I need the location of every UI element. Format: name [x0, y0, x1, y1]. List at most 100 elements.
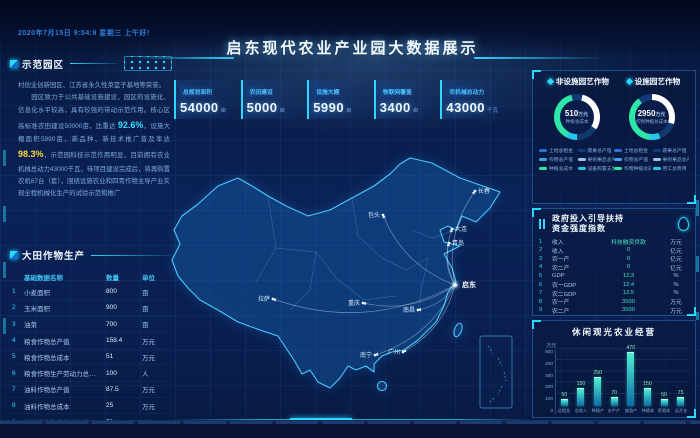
stat-value: 43000 — [446, 100, 486, 115]
flight-line — [382, 214, 456, 286]
legend-label: 蔬果总产值 — [662, 149, 687, 154]
panel-field-crops: 大田作物生产 基础数据名称 数量 单位 1 小麦面积 800 亩 2 玉米面积 900 亩 3 油… — [10, 248, 172, 432]
legend-swatch — [577, 167, 586, 170]
city-dot — [401, 350, 405, 354]
bar-value-label: 75 — [677, 389, 684, 396]
stat-unit: 亩 — [346, 108, 352, 114]
stat-value-row: 54000 亩 — [180, 99, 236, 117]
divider — [70, 63, 118, 64]
legend-swatch — [577, 158, 586, 161]
title-line-left — [138, 57, 234, 59]
table-row: 6 农一GDP 12.4% — [539, 280, 689, 290]
field-table-body: 1 小麦面积 800 亩 2 玉米面积 900 亩 3 油菜 700 亩 4 粮食作物总产值 158.4 万元… — [10, 284, 172, 431]
legend-label: 设备购置支出 — [587, 167, 615, 172]
row-unit: 万元 — [670, 308, 682, 315]
row-index: 6 — [12, 369, 16, 377]
flight-line — [374, 284, 456, 356]
stat-unit: 亩 — [220, 108, 227, 114]
bar — [660, 399, 668, 406]
legend-item: 果树果品总产值 — [652, 156, 690, 163]
row-value: 12.5 — [622, 290, 635, 297]
bar-value-label: 470 — [626, 345, 636, 352]
row-name: 粮食作物生产劳动力总… — [24, 371, 96, 379]
stat-unit: 千瓦 — [487, 108, 499, 114]
tick-label: 0 — [550, 408, 553, 414]
row-name: 粮食作物总成本 — [24, 354, 70, 362]
row-value: 0 — [626, 255, 631, 262]
legend-label: 果树果品总产值 — [662, 158, 690, 163]
province-border — [411, 229, 457, 239]
panel-demo-park: 示范园区 村创业创新园区、江苏省永久性菜篮子基地等荣誉。 园区致力于公共基础设施… — [10, 56, 172, 248]
city-label: 重庆 — [348, 299, 360, 307]
row-name: GDP — [552, 272, 565, 279]
right-edge-ticks — [696, 200, 699, 320]
row-name: 农二GDP — [552, 291, 577, 298]
row-unit: 万元 — [142, 354, 155, 362]
row-name: 油料作物总成本 — [24, 403, 70, 411]
table-row: 8 油料作物总成本 25 万元 — [10, 398, 172, 415]
legend-item: 种植总成本 — [539, 165, 576, 172]
table-row: 9 农二产 3500 万元 — [539, 306, 689, 315]
stat-label: 农机械总动力 — [446, 86, 488, 97]
bar — [577, 388, 585, 406]
text-segment: 村创业创新园区、江苏省永久性菜篮子基地等荣誉。 园区致力于公共基础设施建设，园区… — [18, 82, 170, 130]
row-value: 158.4 — [106, 337, 123, 345]
legend-swatch — [577, 149, 586, 152]
bar-value-label: 50 — [661, 392, 667, 399]
field-crops-table: 基础数据名称 数量 单位 1 小麦面积 800 亩 2 玉米面积 900 亩 3 油菜 700 亩 4 粮… — [10, 270, 172, 431]
stat-card: 设施大棚 5990 亩 — [307, 80, 369, 119]
bar-value-label: 150 — [643, 381, 652, 388]
bar-category-label: 水产产 — [607, 408, 621, 413]
row-value: 900 — [106, 304, 117, 312]
row-value: 12.3 — [622, 272, 635, 279]
flight-lines — [272, 190, 476, 356]
text-segment: 98.3% — [18, 149, 44, 160]
stat-value-row: 5990 亩 — [313, 99, 369, 117]
header-band — [0, 0, 700, 58]
row-value: 12.4 — [622, 281, 635, 288]
droplet-icon — [678, 216, 689, 231]
legend-item: 果树果品总产值 — [577, 156, 614, 163]
stat-label: 农田建设 — [246, 86, 276, 97]
province-border — [255, 195, 277, 283]
text-segment: ，示范园科技示范作用明显，目前拥有农业机械总动力43000千瓦，待项目建设完成后… — [18, 152, 170, 198]
bar — [594, 377, 602, 406]
facility-title: 设施园艺作物 — [625, 76, 680, 87]
legend-swatch — [539, 167, 547, 170]
tick-label: 200 — [544, 385, 553, 391]
city-dot — [447, 241, 451, 245]
legend-swatch — [652, 167, 661, 170]
row-unit: % — [673, 290, 679, 297]
row-index: 3 — [539, 255, 543, 262]
province-border — [381, 257, 429, 271]
donut-charts: 510万元 种植总成本 2950万元 作物种植总成本 — [539, 94, 689, 140]
panel-title: 示范园区 — [22, 59, 65, 71]
row-unit: 亿元 — [670, 257, 682, 264]
table-row: 5 粮食作物总成本 51 万元 — [10, 349, 172, 366]
bar-value-label: 150 — [576, 381, 586, 388]
row-index: 3 — [12, 320, 16, 328]
hainan-island — [376, 380, 388, 392]
legend-item: 用工总费用 — [652, 165, 690, 172]
value-unit: 万元 — [578, 112, 589, 118]
bar-category-label: 总收入 — [574, 408, 588, 413]
stat-cards: 总规划面积 54000 亩农田建设 5000 亩设施大棚 5990 亩物联网覆盖 3400 亩农… — [174, 80, 502, 119]
stat-value-row: 3400 亩 — [380, 99, 436, 117]
row-value: 51 — [106, 353, 114, 361]
row-index: 4 — [12, 337, 16, 345]
row-name: 收入 — [552, 248, 564, 255]
bar — [627, 352, 635, 406]
row-index: 4 — [539, 264, 543, 271]
stat-label: 物联网覆盖 — [379, 86, 415, 97]
value-unit: 万元 — [655, 112, 666, 118]
flight-line — [417, 284, 456, 312]
row-index: 9 — [539, 307, 543, 314]
panel-title: 政府投入引导扶持 资金强度指数 — [552, 214, 624, 233]
row-value: 科技融资贷款 — [611, 240, 646, 247]
stat-value: 3400 — [379, 100, 411, 115]
row-index: 8 — [539, 298, 543, 305]
table-row: 5 GDP 12.3% — [539, 272, 689, 281]
table-row: 7 油料作物总产值 87.5 万元 — [10, 382, 172, 399]
